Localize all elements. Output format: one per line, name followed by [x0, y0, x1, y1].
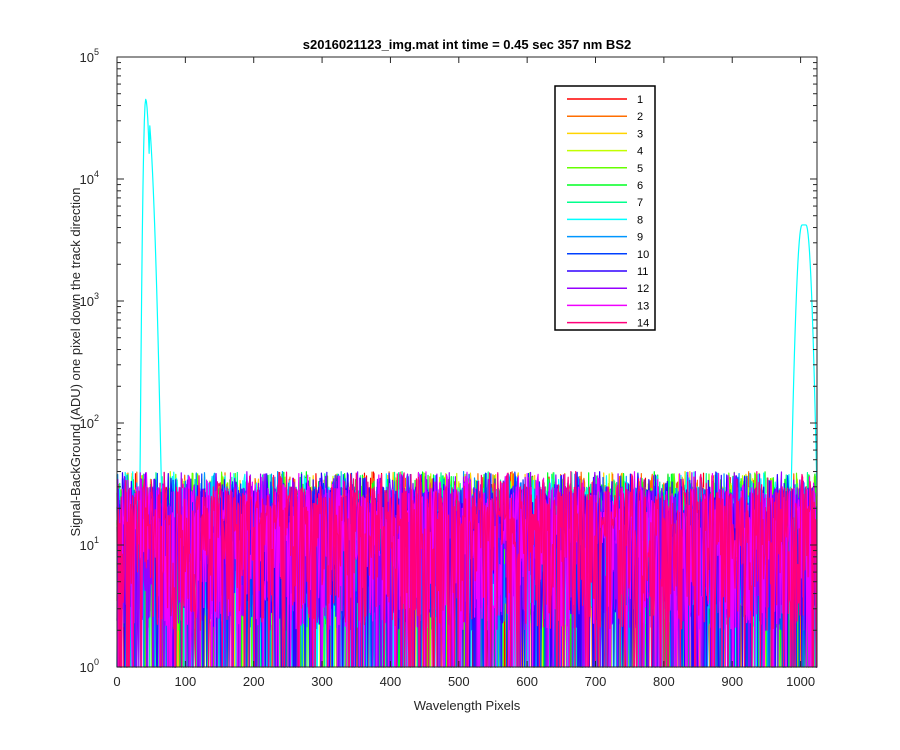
- legend-entry-9: 9: [637, 232, 643, 244]
- y-tick-base: 10: [80, 294, 94, 309]
- legend-entry-10: 10: [637, 249, 649, 261]
- y-tick-exponent: 2: [94, 413, 99, 423]
- y-tick-label: 104: [80, 169, 99, 187]
- legend-entry-5: 5: [637, 163, 643, 175]
- x-axis-label: Wavelength Pixels: [414, 698, 521, 713]
- y-tick-label: 100: [80, 657, 99, 675]
- legend-entry-6: 6: [637, 180, 643, 192]
- y-tick-exponent: 4: [94, 169, 99, 179]
- legend-entry-2: 2: [637, 111, 643, 123]
- y-tick-exponent: 5: [94, 47, 99, 57]
- legend-entry-1: 1: [637, 94, 643, 106]
- x-tick-label: 200: [243, 674, 265, 689]
- plot-frame: [116, 56, 818, 668]
- y-tick-base: 10: [80, 416, 94, 431]
- x-tick-label: 100: [175, 674, 197, 689]
- legend-entry-7: 7: [637, 197, 643, 209]
- x-tick-label: 400: [380, 674, 402, 689]
- y-tick-base: 10: [80, 538, 94, 553]
- x-tick-label: 500: [448, 674, 470, 689]
- x-tick-label: 300: [311, 674, 333, 689]
- x-tick-label: 900: [721, 674, 743, 689]
- y-tick-base: 10: [80, 660, 94, 675]
- chart-title: s2016021123_img.mat int time = 0.45 sec …: [303, 37, 631, 52]
- legend-entry-13: 13: [637, 300, 649, 312]
- y-axis-label: Signal-BackGround (ADU) one pixel down t…: [68, 187, 83, 536]
- x-tick-label: 700: [585, 674, 607, 689]
- legend-entry-4: 4: [637, 146, 643, 158]
- legend-entry-14: 14: [637, 318, 649, 330]
- y-tick-base: 10: [80, 172, 94, 187]
- y-tick-exponent: 0: [94, 657, 99, 667]
- legend-entry-8: 8: [637, 214, 643, 226]
- x-tick-label: 800: [653, 674, 675, 689]
- legend-box: [554, 85, 656, 331]
- ticks-group: 0 100 200 300 400 500 600 700 800 900 100010010110…: [80, 47, 817, 689]
- y-tick-base: 10: [80, 50, 94, 65]
- x-tick-label: 600: [516, 674, 538, 689]
- y-tick-label: 102: [80, 413, 99, 431]
- y-tick-label: 101: [80, 535, 99, 553]
- legend-entry-3: 3: [637, 128, 643, 140]
- legend-entry-11: 11: [637, 266, 648, 278]
- y-tick-label: 105: [80, 47, 99, 65]
- x-tick-label: 0: [113, 674, 120, 689]
- y-tick-exponent: 1: [94, 535, 99, 545]
- legend-entry-12: 12: [637, 283, 649, 295]
- y-tick-exponent: 3: [94, 291, 99, 301]
- x-tick-label: 1000: [786, 674, 815, 689]
- y-tick-label: 103: [80, 291, 99, 309]
